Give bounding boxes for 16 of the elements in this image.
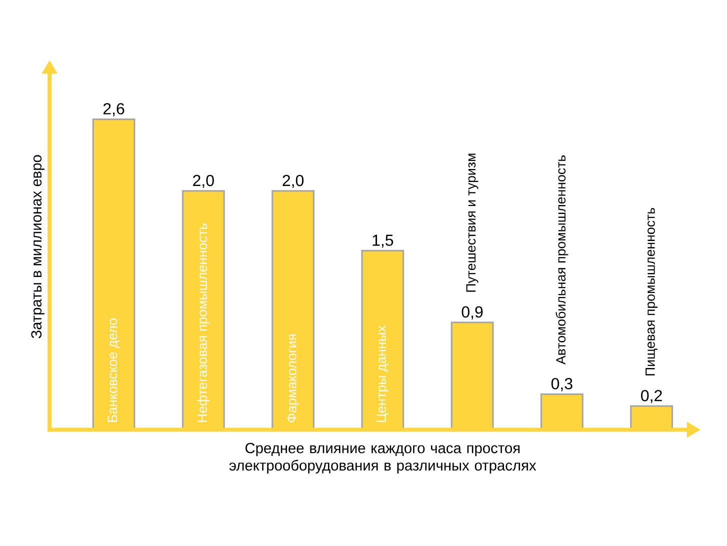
data-label: 2,0 xyxy=(282,174,304,188)
x-tick-label: Фармакология xyxy=(287,334,300,422)
data-label: 2,0 xyxy=(193,174,214,188)
x-tick-label: Пищевая промышленность xyxy=(646,208,658,376)
data-label: 2,6 xyxy=(103,103,124,116)
data-label: 1,5 xyxy=(372,234,394,248)
x-tick-label: Нефтегазовая промышленность xyxy=(197,224,210,422)
x-tick-label: Автомобильная промышленность xyxy=(556,155,568,365)
x-tick-label: Центры данных xyxy=(376,326,389,422)
data-label: 0,3 xyxy=(551,378,572,392)
data-label: 0,2 xyxy=(641,390,662,404)
x-axis-title: Среднее влияние каждого часа простоя электрооборудования в различных отраслях xyxy=(229,442,536,474)
y-axis-title: Затраты в миллионах евро xyxy=(31,155,44,338)
x-tick-label: Путешествия и туризм xyxy=(466,154,478,292)
x-tick-label: Банковское дело xyxy=(108,318,120,422)
data-label: 0,9 xyxy=(462,306,483,320)
